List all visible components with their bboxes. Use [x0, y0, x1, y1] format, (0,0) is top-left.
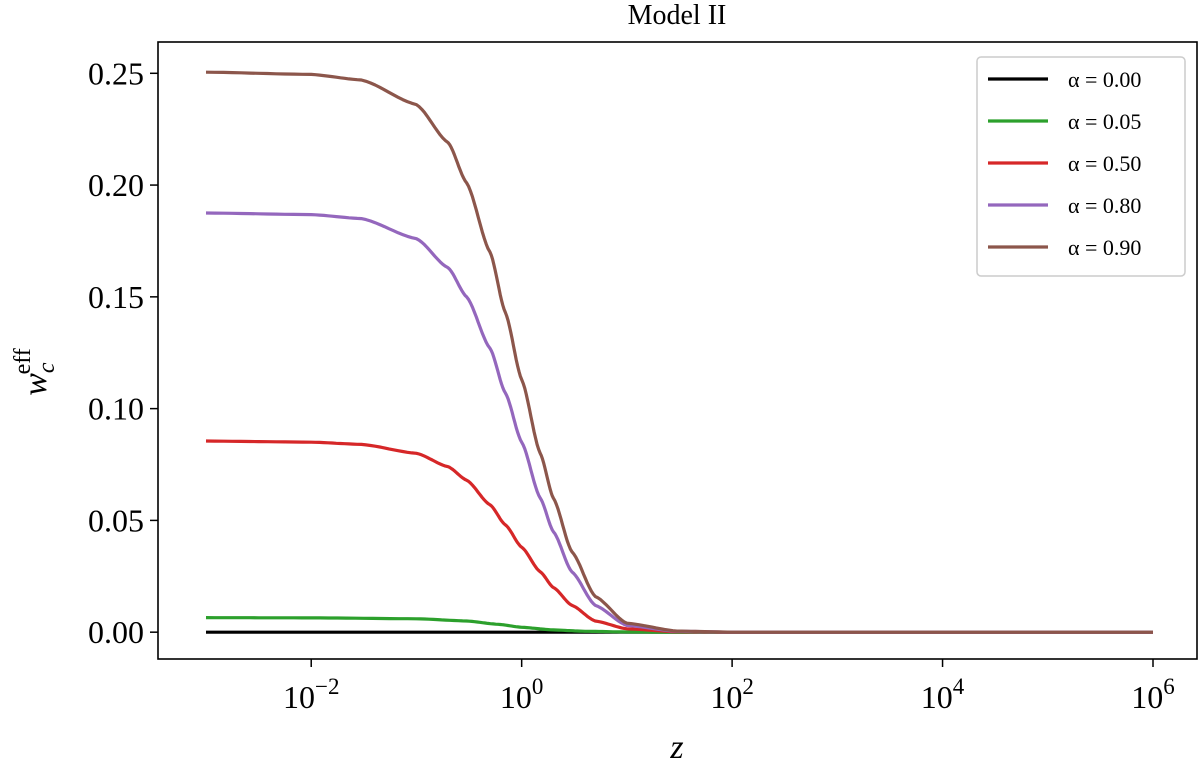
legend: α = 0.00 α = 0.05 α = 0.50 α = 0.80 α = 0.90	[976, 56, 1186, 277]
y-tick-label: 0.10	[88, 391, 144, 427]
y-tick-label: 0.00	[88, 614, 144, 650]
x-tick-label: 106	[1131, 674, 1175, 715]
y-axis-label-sub: c	[34, 362, 60, 373]
series-line-2	[205, 439, 1153, 634]
series-line-4	[205, 70, 1153, 634]
x-tick-label: 104	[921, 674, 965, 715]
legend-label-0: α = 0.00	[1068, 67, 1141, 92]
y-axis-label: wceff	[10, 348, 60, 396]
svg-text:wceff: wceff	[10, 348, 60, 396]
legend-label-4: α = 0.90	[1068, 235, 1141, 260]
axes-frame	[157, 41, 1198, 660]
legend-label-1: α = 0.05	[1068, 109, 1141, 134]
x-tick-label: 10−2	[283, 674, 339, 715]
x-axis-label: z	[669, 729, 683, 766]
y-axis-label-base: w	[17, 373, 54, 396]
legend-label-2: α = 0.50	[1068, 151, 1141, 176]
chart-title: Model II	[628, 0, 727, 31]
y-tick-label: 0.05	[88, 502, 144, 538]
legend-frame	[976, 56, 1186, 277]
y-axis: 0.00 0.05 0.10 0.15 0.20 0.25	[88, 55, 158, 650]
y-axis-label-sup: eff	[10, 348, 36, 374]
x-tick-label: 100	[500, 674, 544, 715]
x-tick-label: 102	[710, 674, 754, 715]
x-axis: 10−2 100 102 104 106	[283, 659, 1175, 715]
plot-lines	[205, 70, 1153, 634]
legend-label-3: α = 0.80	[1068, 193, 1141, 218]
y-tick-label: 0.25	[88, 55, 144, 91]
y-tick-label: 0.15	[88, 279, 144, 315]
y-tick-label: 0.20	[88, 167, 144, 203]
